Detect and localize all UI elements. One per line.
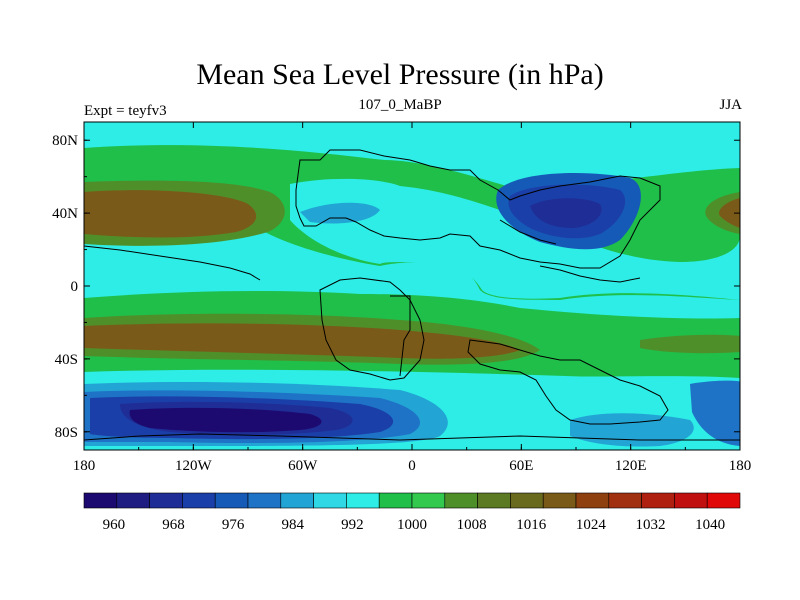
colorbar-swatch: [542, 492, 577, 509]
continent-outline-africa: [319, 277, 425, 381]
colorbar-swatch: [444, 492, 478, 509]
y-tick-label: 40N: [52, 206, 78, 222]
x-tick-label: 120E: [615, 458, 647, 474]
continent-outline-north: [295, 149, 661, 269]
colorbar-label: 1000: [397, 517, 427, 533]
colorbar-swatch: [411, 492, 446, 509]
colorbar-label: 984: [281, 517, 304, 533]
continent-outline-antarctica: [84, 433, 740, 441]
x-tick-label: 60E: [509, 458, 533, 474]
colorbar-swatch: [280, 492, 314, 509]
colorbar-label: 1008: [457, 517, 487, 533]
colorbar-swatch: [149, 492, 183, 509]
x-tick-label: 0: [408, 458, 416, 474]
colorbar-label: 1016: [516, 517, 547, 533]
y-tick-label: 0: [71, 279, 79, 295]
contour-region-968-asia: [530, 198, 602, 228]
coastline-southeast-asia: [539, 265, 641, 283]
contour-region-992-mid: [300, 202, 380, 224]
continent-outline-south: [467, 339, 669, 425]
y-tick-label: 80N: [52, 133, 78, 149]
colorbar-label: 960: [103, 517, 126, 533]
x-tick-label: 60W: [288, 458, 318, 474]
colorbar-swatch: [313, 492, 347, 509]
colorbar: 960 968 976 984 992 1000 1008 1016 1024 1032 1040: [83, 492, 741, 533]
colorbar-label: 1040: [695, 517, 725, 533]
x-axis: 180 120W 60W 0 60E 120E 180: [73, 122, 752, 474]
colorbar-swatch: [83, 492, 118, 509]
colorbar-swatch: [608, 492, 642, 509]
colorbar-swatch: [378, 492, 413, 509]
colorbar-swatch: [706, 492, 741, 509]
contour-region-992-southeast: [570, 413, 694, 447]
continent-outline-divide: [390, 295, 411, 377]
colorbar-label: 968: [162, 517, 185, 533]
pressure-contour-field: [84, 122, 740, 450]
contour-region-984-southeast: [690, 380, 740, 446]
chart-title: Mean Sea Level Pressure (in hPa): [196, 58, 604, 91]
coastline-asia-east: [499, 219, 557, 245]
y-tick-label: 80S: [55, 425, 78, 441]
contour-region-1000-north: [290, 178, 740, 300]
colorbar-label: 1024: [576, 517, 607, 533]
coastline-pacific-east: [84, 245, 261, 281]
colorbar-swatch: [247, 492, 282, 509]
x-tick-label: 180: [729, 458, 752, 474]
colorbar-swatch: [214, 492, 249, 509]
colorbar-label: 1032: [636, 517, 666, 533]
colorbar-swatch: [477, 492, 511, 509]
contour-region-1024-atlantic: [719, 198, 740, 228]
colorbar-swatch: [674, 492, 708, 509]
colorbar-label: 976: [222, 517, 245, 533]
colorbar-swatch: [575, 492, 610, 509]
experiment-label: Expt = teyfv3: [84, 103, 167, 119]
contour-region-1016-southeast: [640, 334, 740, 354]
colorbar-swatch: [182, 492, 216, 509]
contour-region-960-south: [129, 407, 322, 433]
colorbar-label: 992: [341, 517, 364, 533]
contour-region-1024-south: [84, 323, 520, 359]
colorbar-swatch: [346, 492, 380, 509]
x-tick-label: 120W: [175, 458, 213, 474]
colorbar-swatch: [116, 492, 150, 509]
colorbar-swatch: [510, 492, 544, 509]
x-tick-label: 180: [73, 458, 96, 474]
season-label: JJA: [719, 97, 742, 113]
colorbar-swatch: [641, 492, 675, 509]
time-label: 107_0_MaBP: [358, 97, 442, 113]
contour-region-1024-pacific: [84, 190, 257, 238]
y-tick-label: 40S: [55, 352, 78, 368]
y-axis: 80N 40N 0 40S 80S: [52, 133, 740, 441]
continent-outlines: [84, 149, 740, 441]
